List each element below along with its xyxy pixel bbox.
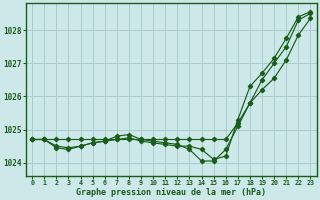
X-axis label: Graphe pression niveau de la mer (hPa): Graphe pression niveau de la mer (hPa) [76, 188, 266, 197]
